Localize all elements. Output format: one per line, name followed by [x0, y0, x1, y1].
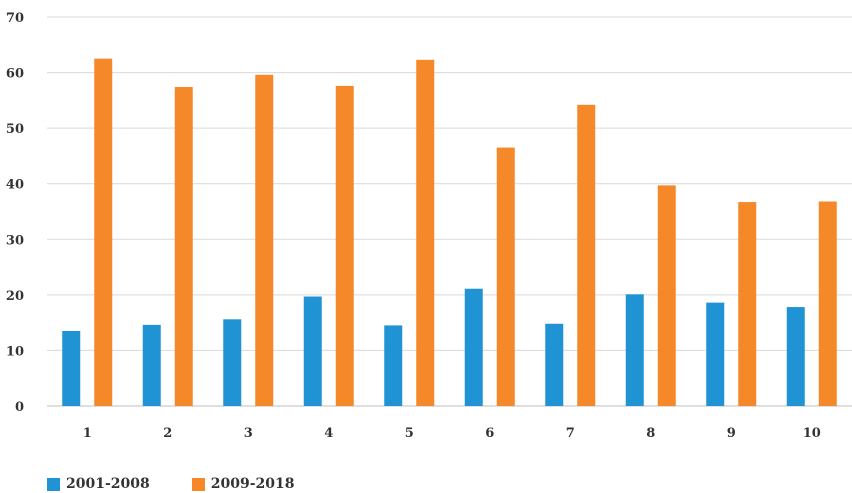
x-tick-label: 3	[244, 426, 253, 441]
y-tick-label: 70	[6, 11, 24, 26]
bar-series-2-cat-10	[818, 201, 837, 406]
legend: 2001-2008 2009-2018	[47, 476, 337, 492]
bar-series-1-cat-7	[545, 323, 564, 406]
legend-label-series-1: 2001-2008	[66, 476, 150, 492]
x-tick-label: 8	[646, 426, 655, 441]
legend-swatch-series-2	[191, 477, 205, 491]
bar-series-2-cat-4	[335, 85, 354, 406]
bar-series-1-cat-1	[62, 330, 81, 406]
bar-series-1-cat-6	[464, 288, 483, 406]
y-tick-label: 30	[6, 233, 24, 248]
bar-series-2-cat-2	[174, 87, 193, 407]
legend-swatch-series-1	[47, 477, 60, 491]
y-tick-label: 60	[6, 67, 24, 82]
y-tick-label: 40	[6, 178, 24, 193]
x-tick-label: 10	[803, 426, 821, 441]
x-tick-label: 4	[324, 426, 333, 441]
x-tick-label: 5	[405, 426, 414, 441]
gridlines	[47, 16, 852, 407]
bar-series-2-cat-6	[496, 147, 515, 407]
bar-chart: 0 10 20 30 40 50 60 70 1 2 3 4 5 6 7 8 9 10	[6, 11, 852, 441]
bar-series-1-cat-9	[706, 302, 725, 406]
bar-series-2-cat-9	[738, 202, 757, 406]
y-tick-label: 0	[15, 400, 24, 415]
bar-series-1-cat-2	[142, 324, 161, 406]
bars	[62, 58, 837, 407]
bar-series-2-cat-8	[657, 185, 676, 406]
bar-series-1-cat-4	[303, 296, 322, 406]
bar-series-1-cat-10	[786, 307, 805, 406]
x-tick-label: 1	[83, 426, 92, 441]
legend-label-series-2: 2009-2018	[210, 476, 295, 492]
y-tick-label: 10	[6, 344, 24, 359]
bar-series-2-cat-1	[94, 58, 113, 407]
legend-item-series-2: 2009-2018	[191, 476, 295, 492]
x-tick-label: 2	[163, 426, 172, 441]
x-tick-label: 6	[485, 426, 494, 441]
bar-series-1-cat-8	[625, 294, 644, 406]
bar-series-2-cat-7	[577, 104, 596, 406]
x-tick-label: 9	[727, 426, 736, 441]
y-tick-label: 20	[6, 289, 24, 304]
x-axis-ticks: 1 2 3 4 5 6 7 8 9 10	[83, 426, 821, 441]
y-axis-ticks: 0 10 20 30 40 50 60 70	[6, 11, 24, 415]
x-tick-label: 7	[566, 426, 575, 441]
bar-series-2-cat-5	[416, 59, 435, 406]
bar-series-1-cat-3	[223, 319, 242, 406]
bar-series-1-cat-5	[384, 325, 403, 406]
bar-series-2-cat-3	[255, 74, 274, 407]
y-tick-label: 50	[6, 122, 24, 137]
legend-item-series-1: 2001-2008	[47, 476, 150, 492]
